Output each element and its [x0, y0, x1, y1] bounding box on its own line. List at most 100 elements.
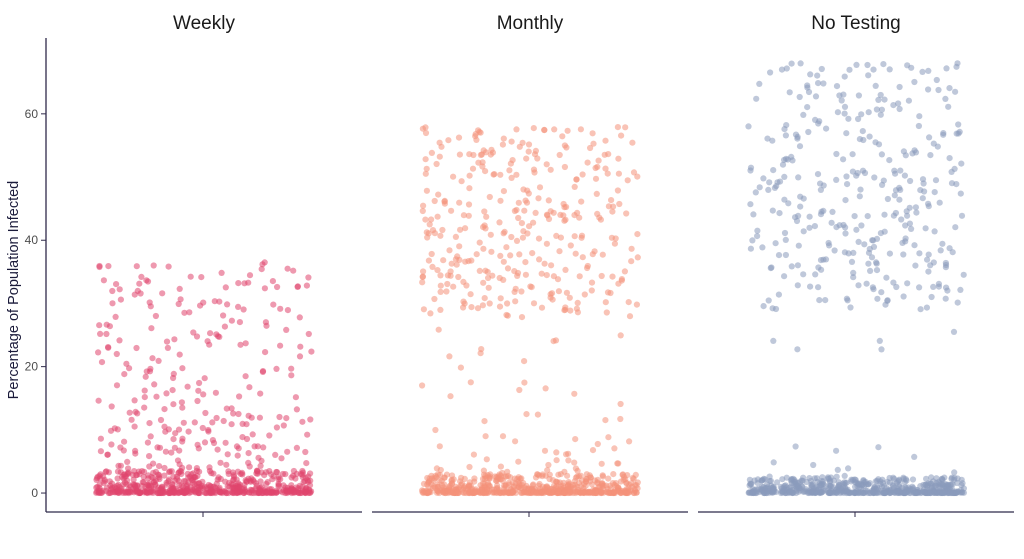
data-point	[487, 151, 494, 158]
data-point	[878, 151, 886, 158]
data-point	[496, 489, 503, 497]
data-point	[448, 260, 455, 267]
data-point	[752, 189, 759, 196]
data-point	[804, 104, 811, 111]
data-point	[588, 279, 596, 286]
data-point	[841, 73, 848, 80]
data-point	[948, 180, 956, 187]
data-point	[426, 221, 433, 228]
data-point	[280, 422, 287, 429]
data-point	[114, 468, 122, 475]
data-point	[552, 337, 560, 344]
data-point	[782, 132, 790, 139]
data-point	[561, 307, 568, 314]
data-point	[908, 64, 915, 71]
data-point	[475, 159, 482, 166]
data-point	[919, 195, 926, 202]
data-point	[625, 299, 632, 306]
data-point	[615, 280, 622, 287]
data-point	[184, 383, 191, 390]
data-point	[201, 439, 209, 446]
data-point	[105, 344, 112, 351]
data-point	[850, 269, 857, 276]
data-point	[916, 250, 923, 257]
data-point	[895, 100, 902, 107]
data-point	[436, 443, 443, 450]
data-point	[874, 295, 881, 302]
data-point	[299, 418, 306, 425]
data-point	[420, 480, 428, 487]
data-point	[161, 423, 168, 430]
data-point	[769, 207, 776, 214]
data-point	[812, 93, 820, 100]
data-point	[250, 478, 257, 485]
data-point	[278, 455, 285, 462]
data-point	[155, 357, 162, 364]
data-point	[297, 489, 304, 497]
data-point	[474, 305, 482, 312]
data-point	[261, 472, 268, 479]
data-point	[599, 251, 606, 258]
data-point	[610, 471, 617, 478]
data-point	[634, 231, 641, 238]
data-point	[840, 156, 847, 163]
data-point	[546, 475, 553, 483]
data-point	[898, 216, 905, 223]
data-point	[181, 309, 188, 316]
data-point	[256, 414, 263, 421]
data-point	[577, 126, 585, 133]
data-point	[553, 232, 560, 239]
data-point	[205, 426, 212, 434]
data-point	[902, 489, 909, 496]
data-point	[525, 141, 533, 148]
data-point	[179, 365, 186, 372]
data-point	[116, 337, 123, 344]
data-point	[249, 431, 256, 438]
data-point	[608, 197, 615, 204]
data-point	[899, 239, 906, 246]
data-point	[444, 272, 451, 279]
data-point	[814, 171, 822, 178]
data-point	[466, 151, 473, 158]
data-point	[940, 489, 947, 496]
data-point	[303, 282, 310, 289]
data-point	[445, 137, 452, 144]
data-point	[482, 149, 490, 156]
data-point	[846, 66, 853, 73]
data-point	[543, 272, 550, 279]
data-point	[234, 452, 241, 459]
data-point	[477, 151, 484, 159]
data-point	[876, 337, 883, 344]
data-point	[542, 385, 549, 392]
data-point	[878, 106, 886, 113]
data-point	[162, 448, 169, 455]
data-point	[834, 466, 841, 473]
data-point	[296, 353, 304, 360]
data-point	[935, 86, 942, 94]
data-point	[563, 144, 570, 151]
data-point	[554, 479, 561, 486]
data-point	[870, 237, 877, 244]
data-point	[932, 482, 939, 489]
data-point	[905, 97, 913, 104]
data-point	[479, 163, 486, 170]
data-point	[185, 479, 192, 486]
data-point	[901, 172, 909, 179]
data-point	[236, 393, 243, 400]
data-point	[792, 443, 799, 450]
data-point	[881, 96, 888, 103]
data-point	[223, 461, 230, 468]
data-point	[455, 134, 463, 141]
data-point	[427, 310, 434, 317]
data-point	[457, 226, 464, 233]
data-point	[466, 463, 473, 471]
data-point	[170, 436, 177, 443]
data-point	[168, 488, 175, 496]
data-point	[840, 221, 847, 229]
data-point	[290, 267, 297, 274]
data-point	[634, 254, 641, 261]
data-point	[448, 472, 456, 479]
data-point	[778, 488, 785, 495]
data-point	[781, 156, 788, 164]
data-point	[109, 287, 116, 295]
